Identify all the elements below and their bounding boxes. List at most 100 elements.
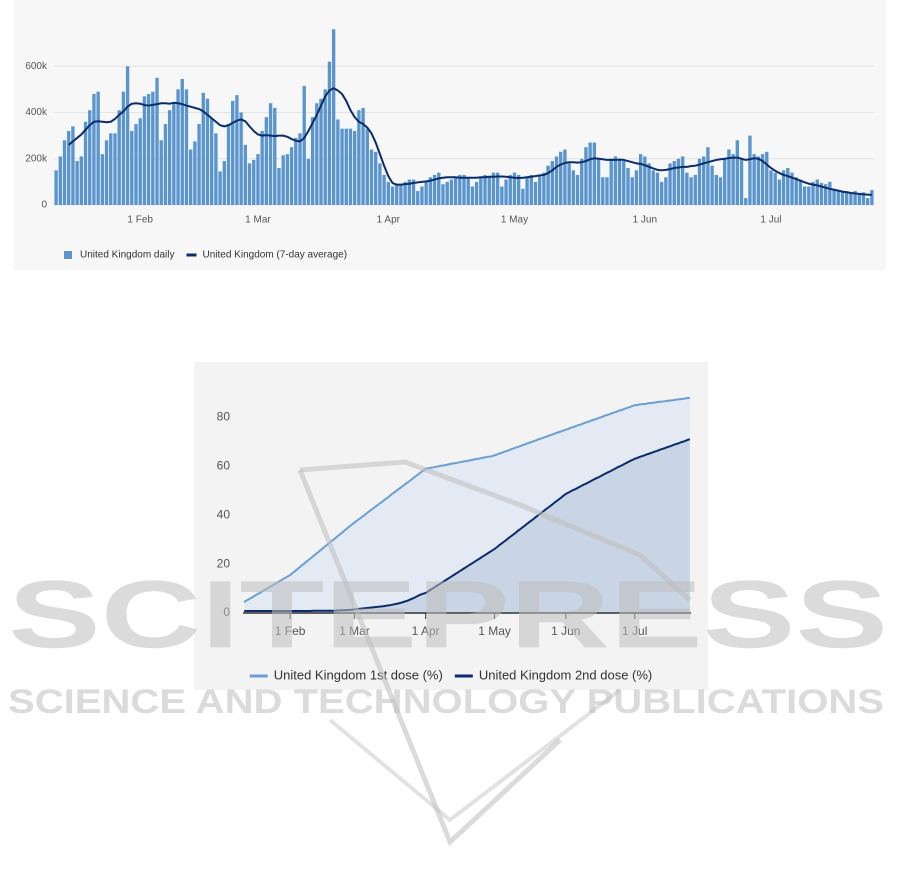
bar (693, 174, 697, 205)
bar (453, 177, 458, 205)
bar (702, 156, 706, 205)
bar (849, 192, 853, 205)
bar (167, 110, 172, 205)
bar (659, 181, 664, 205)
bar (197, 124, 201, 205)
bar (441, 184, 445, 205)
bar (794, 177, 798, 205)
bar (870, 189, 874, 205)
bar (407, 179, 412, 205)
bar (256, 154, 260, 205)
bar (285, 154, 290, 205)
y-tick-label: 0 (41, 200, 47, 211)
bar (163, 124, 168, 205)
bar (155, 77, 159, 205)
bar (323, 89, 327, 205)
bar (638, 154, 643, 205)
bar (79, 156, 84, 205)
bar (504, 179, 508, 205)
bar (344, 128, 348, 205)
bar (739, 158, 744, 205)
bar (138, 118, 142, 205)
bar (193, 141, 197, 205)
bar (807, 186, 811, 205)
bar (596, 158, 601, 205)
bar (458, 174, 462, 205)
bar (445, 181, 449, 205)
bar (592, 142, 597, 205)
watermark-logo-text: SCITEPRESS (8, 561, 888, 668)
chart: 0 200k 400k 600k 1 Feb 1 Mar 1 Apr 1 May 1 Jun 1 … (25, 29, 874, 261)
bar (54, 170, 58, 205)
bar (432, 174, 437, 205)
bar (357, 110, 361, 205)
y-tick-label: 40 (217, 507, 231, 521)
bar (605, 177, 609, 205)
bar (479, 177, 483, 205)
y-tick-label: 600k (25, 61, 48, 72)
x-tick-label: 1 May (501, 215, 528, 226)
bar (866, 198, 870, 205)
bar (647, 163, 651, 205)
bar (617, 158, 622, 205)
line (68, 87, 872, 196)
bar (802, 186, 807, 205)
x-tick-label: 1 Apr (412, 624, 440, 638)
bar (861, 192, 866, 205)
bar (495, 172, 500, 205)
bar (437, 172, 441, 205)
bar (773, 172, 777, 205)
watermark-logo (299, 459, 692, 602)
bar (609, 158, 613, 205)
bar (374, 151, 378, 205)
legend-label: United Kingdom daily (80, 250, 175, 261)
bar (264, 117, 269, 205)
bar (390, 186, 395, 205)
bar (672, 161, 676, 205)
bar (819, 183, 824, 205)
bar (689, 177, 693, 205)
bar (96, 91, 100, 205)
bar (697, 158, 702, 205)
bar (235, 95, 239, 205)
x-tick-label: 1 Mar (245, 215, 271, 226)
bar (315, 103, 319, 205)
bar (483, 174, 487, 205)
bar (828, 181, 832, 205)
bar (142, 96, 147, 205)
bar (239, 112, 243, 205)
bar (92, 94, 96, 205)
bar (723, 158, 727, 205)
x-tick-label: 1 Jul (760, 215, 781, 226)
bar (563, 149, 567, 205)
bar (428, 177, 433, 205)
bar (765, 151, 769, 205)
line (243, 396, 690, 603)
bar (449, 179, 454, 205)
bar (840, 191, 845, 205)
bar (680, 156, 685, 205)
bar (512, 172, 517, 205)
bar (554, 156, 559, 205)
bar (109, 133, 113, 205)
bar (218, 171, 222, 205)
legend: United Kingdom daily United Kingdom (7-da… (64, 250, 347, 261)
bar (588, 142, 592, 205)
bar (622, 161, 626, 205)
bar (832, 188, 836, 205)
bar (100, 154, 105, 205)
bar (777, 179, 782, 205)
bar (487, 177, 491, 205)
watermark-logo (328, 688, 622, 823)
bar (626, 168, 630, 205)
bar (331, 29, 336, 205)
x-tick-label: 1 Jul (622, 624, 647, 638)
bar (525, 177, 529, 205)
bar (470, 186, 475, 205)
bar (75, 161, 79, 205)
bar (399, 184, 403, 205)
bar (714, 174, 718, 205)
bar (243, 144, 248, 205)
bar (340, 128, 344, 205)
